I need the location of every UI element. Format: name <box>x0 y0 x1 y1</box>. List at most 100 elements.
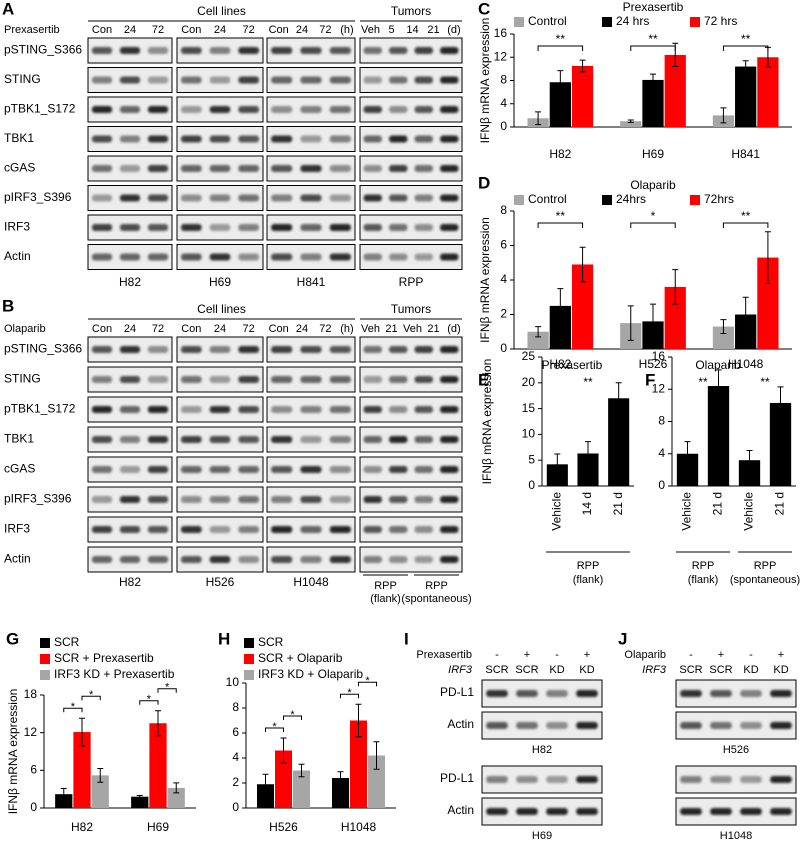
bar <box>707 386 730 486</box>
blot-band <box>389 346 408 353</box>
panel-label: F <box>645 370 655 389</box>
significance: ** <box>648 32 658 46</box>
legend-swatch <box>690 17 700 27</box>
significance-bracket <box>537 222 584 228</box>
x-tick-label: 21 d <box>773 492 787 515</box>
legend-label: SCR <box>54 635 80 649</box>
blot-band <box>271 194 293 202</box>
lane-label: Veh <box>403 323 422 335</box>
blot-band <box>91 526 113 533</box>
blot-band <box>119 106 141 113</box>
legend-swatch <box>602 195 612 205</box>
blot-band <box>680 722 702 729</box>
blot-band <box>238 556 259 563</box>
blot-band <box>440 165 459 172</box>
error-bar <box>720 107 727 124</box>
blot-band <box>209 135 231 143</box>
treatment-sign: - <box>495 649 499 661</box>
blot-band <box>119 436 141 443</box>
blot-band <box>181 436 202 443</box>
blot-band <box>414 496 433 503</box>
bar <box>620 121 642 127</box>
panel-label: G <box>6 629 19 648</box>
cell-line-label: H69 <box>532 830 552 842</box>
blot-band <box>329 466 351 473</box>
blot-band <box>238 406 259 413</box>
bar <box>350 720 367 808</box>
cell-line-label: RPP <box>399 275 424 289</box>
group-label: RPP <box>577 560 600 572</box>
blot-band <box>710 776 732 783</box>
significance: ** <box>556 32 566 46</box>
blot-band <box>300 346 322 353</box>
blot-band <box>119 253 141 261</box>
blot-band <box>363 224 382 231</box>
blot-band <box>414 466 433 473</box>
legend-label: Control <box>528 192 567 206</box>
blot-band <box>209 436 231 443</box>
significance-bracket <box>630 222 676 228</box>
blot-band <box>389 526 408 533</box>
significance: * <box>71 701 76 713</box>
blot-band <box>238 526 259 533</box>
blot-band <box>710 722 732 729</box>
blot-band <box>740 808 762 815</box>
x-tick-label: H82 <box>71 820 93 834</box>
blot-band <box>300 194 322 202</box>
y-tick-label: 20 <box>522 375 536 389</box>
row-label: pIRF3_S396 <box>4 190 72 204</box>
blot-band <box>389 253 408 261</box>
significance-bracket <box>722 45 769 51</box>
blot-band <box>209 194 231 202</box>
x-tick-label: 14 d <box>580 492 594 515</box>
lane-label: KD <box>773 664 788 676</box>
panel-label: I <box>404 629 409 648</box>
blot-band <box>147 526 169 533</box>
legend-swatch <box>40 638 50 648</box>
group-label: (spontaneous) <box>730 574 800 586</box>
blot-band <box>181 496 202 503</box>
lane-label: 72 <box>243 24 255 36</box>
legend-swatch <box>244 654 254 664</box>
blot-band <box>119 496 141 503</box>
blot-band <box>209 76 231 84</box>
significance: ** <box>556 209 566 223</box>
blot-band <box>516 808 538 815</box>
blot-band <box>271 47 293 54</box>
legend-label: IRF3 KD + Prexasertib <box>54 667 175 681</box>
legend-swatch <box>514 195 524 205</box>
header: Tumors <box>391 302 431 316</box>
blot-band <box>271 346 293 353</box>
significance: * <box>272 721 277 733</box>
blot-band <box>300 466 322 473</box>
error-bar <box>742 296 749 333</box>
error-bar <box>715 369 722 403</box>
panel-label: A <box>2 0 14 18</box>
bar <box>368 755 385 808</box>
blot-band <box>91 346 113 353</box>
error-bar <box>579 246 586 283</box>
blot-band <box>181 526 202 533</box>
error-bar <box>173 782 180 794</box>
blot-band <box>363 76 382 84</box>
blot-band <box>414 47 433 54</box>
blot-band <box>710 808 732 815</box>
error-bar <box>615 382 622 415</box>
cell-line-label: H1048 <box>720 830 752 842</box>
blot-band <box>181 376 202 383</box>
blot-band <box>119 47 141 54</box>
y-tick-label: 16 <box>652 349 666 363</box>
y-axis-label: IFNβ mRNA expression <box>478 217 492 343</box>
bar <box>549 82 571 127</box>
group-label: (flank) <box>688 574 719 586</box>
blot-band <box>300 76 322 84</box>
blot-band <box>300 165 322 172</box>
blot-band <box>546 690 568 697</box>
lane-label: 21 <box>385 323 397 335</box>
significance: ** <box>698 375 708 389</box>
treatment-label: Olaparib <box>4 323 46 335</box>
blot-band <box>119 406 141 413</box>
bar <box>293 770 310 808</box>
blot-band <box>680 808 702 815</box>
treatment-sign: - <box>689 649 693 661</box>
